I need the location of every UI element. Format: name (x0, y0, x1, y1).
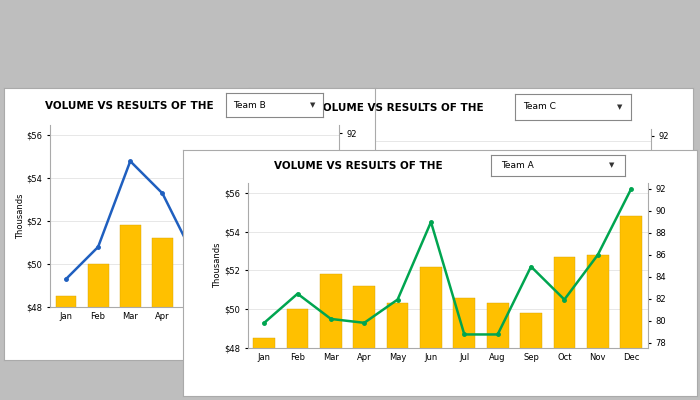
Bar (120, 226, 141, 400)
Bar (88, 264, 108, 400)
Bar (554, 257, 575, 400)
Text: Team B: Team B (233, 100, 265, 110)
Bar (627, 169, 645, 400)
Bar (512, 276, 530, 400)
Bar (216, 217, 237, 400)
Bar (281, 258, 302, 400)
Text: Team A: Team A (500, 161, 533, 170)
Bar (354, 286, 375, 400)
Bar (395, 255, 414, 400)
Text: VOLUME VS RESULTS OF THE: VOLUME VS RESULTS OF THE (46, 101, 214, 111)
Bar (454, 231, 473, 400)
Bar (520, 313, 542, 400)
Bar (309, 319, 328, 400)
Bar (620, 216, 642, 400)
Text: ▼: ▼ (608, 162, 614, 168)
Y-axis label: Thousands: Thousands (16, 193, 25, 238)
Bar (313, 161, 334, 400)
Bar (598, 217, 617, 400)
Bar (253, 338, 275, 400)
Text: Team C: Team C (524, 102, 556, 111)
Bar (587, 255, 608, 400)
Bar (425, 276, 444, 400)
Bar (55, 296, 76, 400)
Bar (540, 288, 559, 400)
Text: VOLUME VS RESULTS OF THE: VOLUME VS RESULTS OF THE (274, 161, 442, 171)
Bar (387, 304, 409, 400)
Bar (248, 251, 270, 400)
Bar (152, 238, 173, 400)
Text: VOLUME VS RESULTS OF THE: VOLUME VS RESULTS OF THE (315, 103, 484, 113)
Bar (482, 269, 501, 400)
Y-axis label: Thousands: Thousands (270, 207, 279, 253)
Bar (569, 219, 588, 400)
Bar (454, 298, 475, 400)
Y-axis label: Thousands: Thousands (214, 243, 223, 288)
Bar (486, 304, 508, 400)
Bar (367, 241, 386, 400)
Bar (320, 274, 342, 400)
Bar (184, 258, 205, 400)
Bar (338, 284, 357, 400)
Bar (287, 309, 309, 400)
Bar (420, 266, 442, 400)
Text: ▼: ▼ (310, 102, 316, 108)
Text: ▼: ▼ (617, 104, 622, 110)
